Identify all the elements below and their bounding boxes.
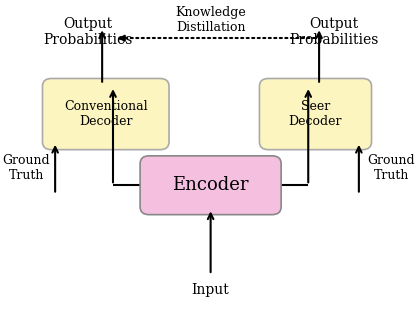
- Text: Seer
Decoder: Seer Decoder: [289, 100, 342, 128]
- Text: Input: Input: [192, 283, 229, 297]
- Text: Output
Probabilities: Output Probabilities: [43, 17, 133, 47]
- Text: Ground
Truth: Ground Truth: [367, 154, 415, 182]
- FancyBboxPatch shape: [140, 156, 281, 215]
- Text: Conventional
Decoder: Conventional Decoder: [64, 100, 148, 128]
- Text: Encoder: Encoder: [172, 176, 249, 194]
- Text: Output
Probabilities: Output Probabilities: [289, 17, 378, 47]
- FancyBboxPatch shape: [43, 79, 169, 150]
- FancyBboxPatch shape: [260, 79, 372, 150]
- Text: Ground
Truth: Ground Truth: [3, 154, 50, 182]
- Text: Knowledge
Distillation: Knowledge Distillation: [175, 6, 246, 34]
